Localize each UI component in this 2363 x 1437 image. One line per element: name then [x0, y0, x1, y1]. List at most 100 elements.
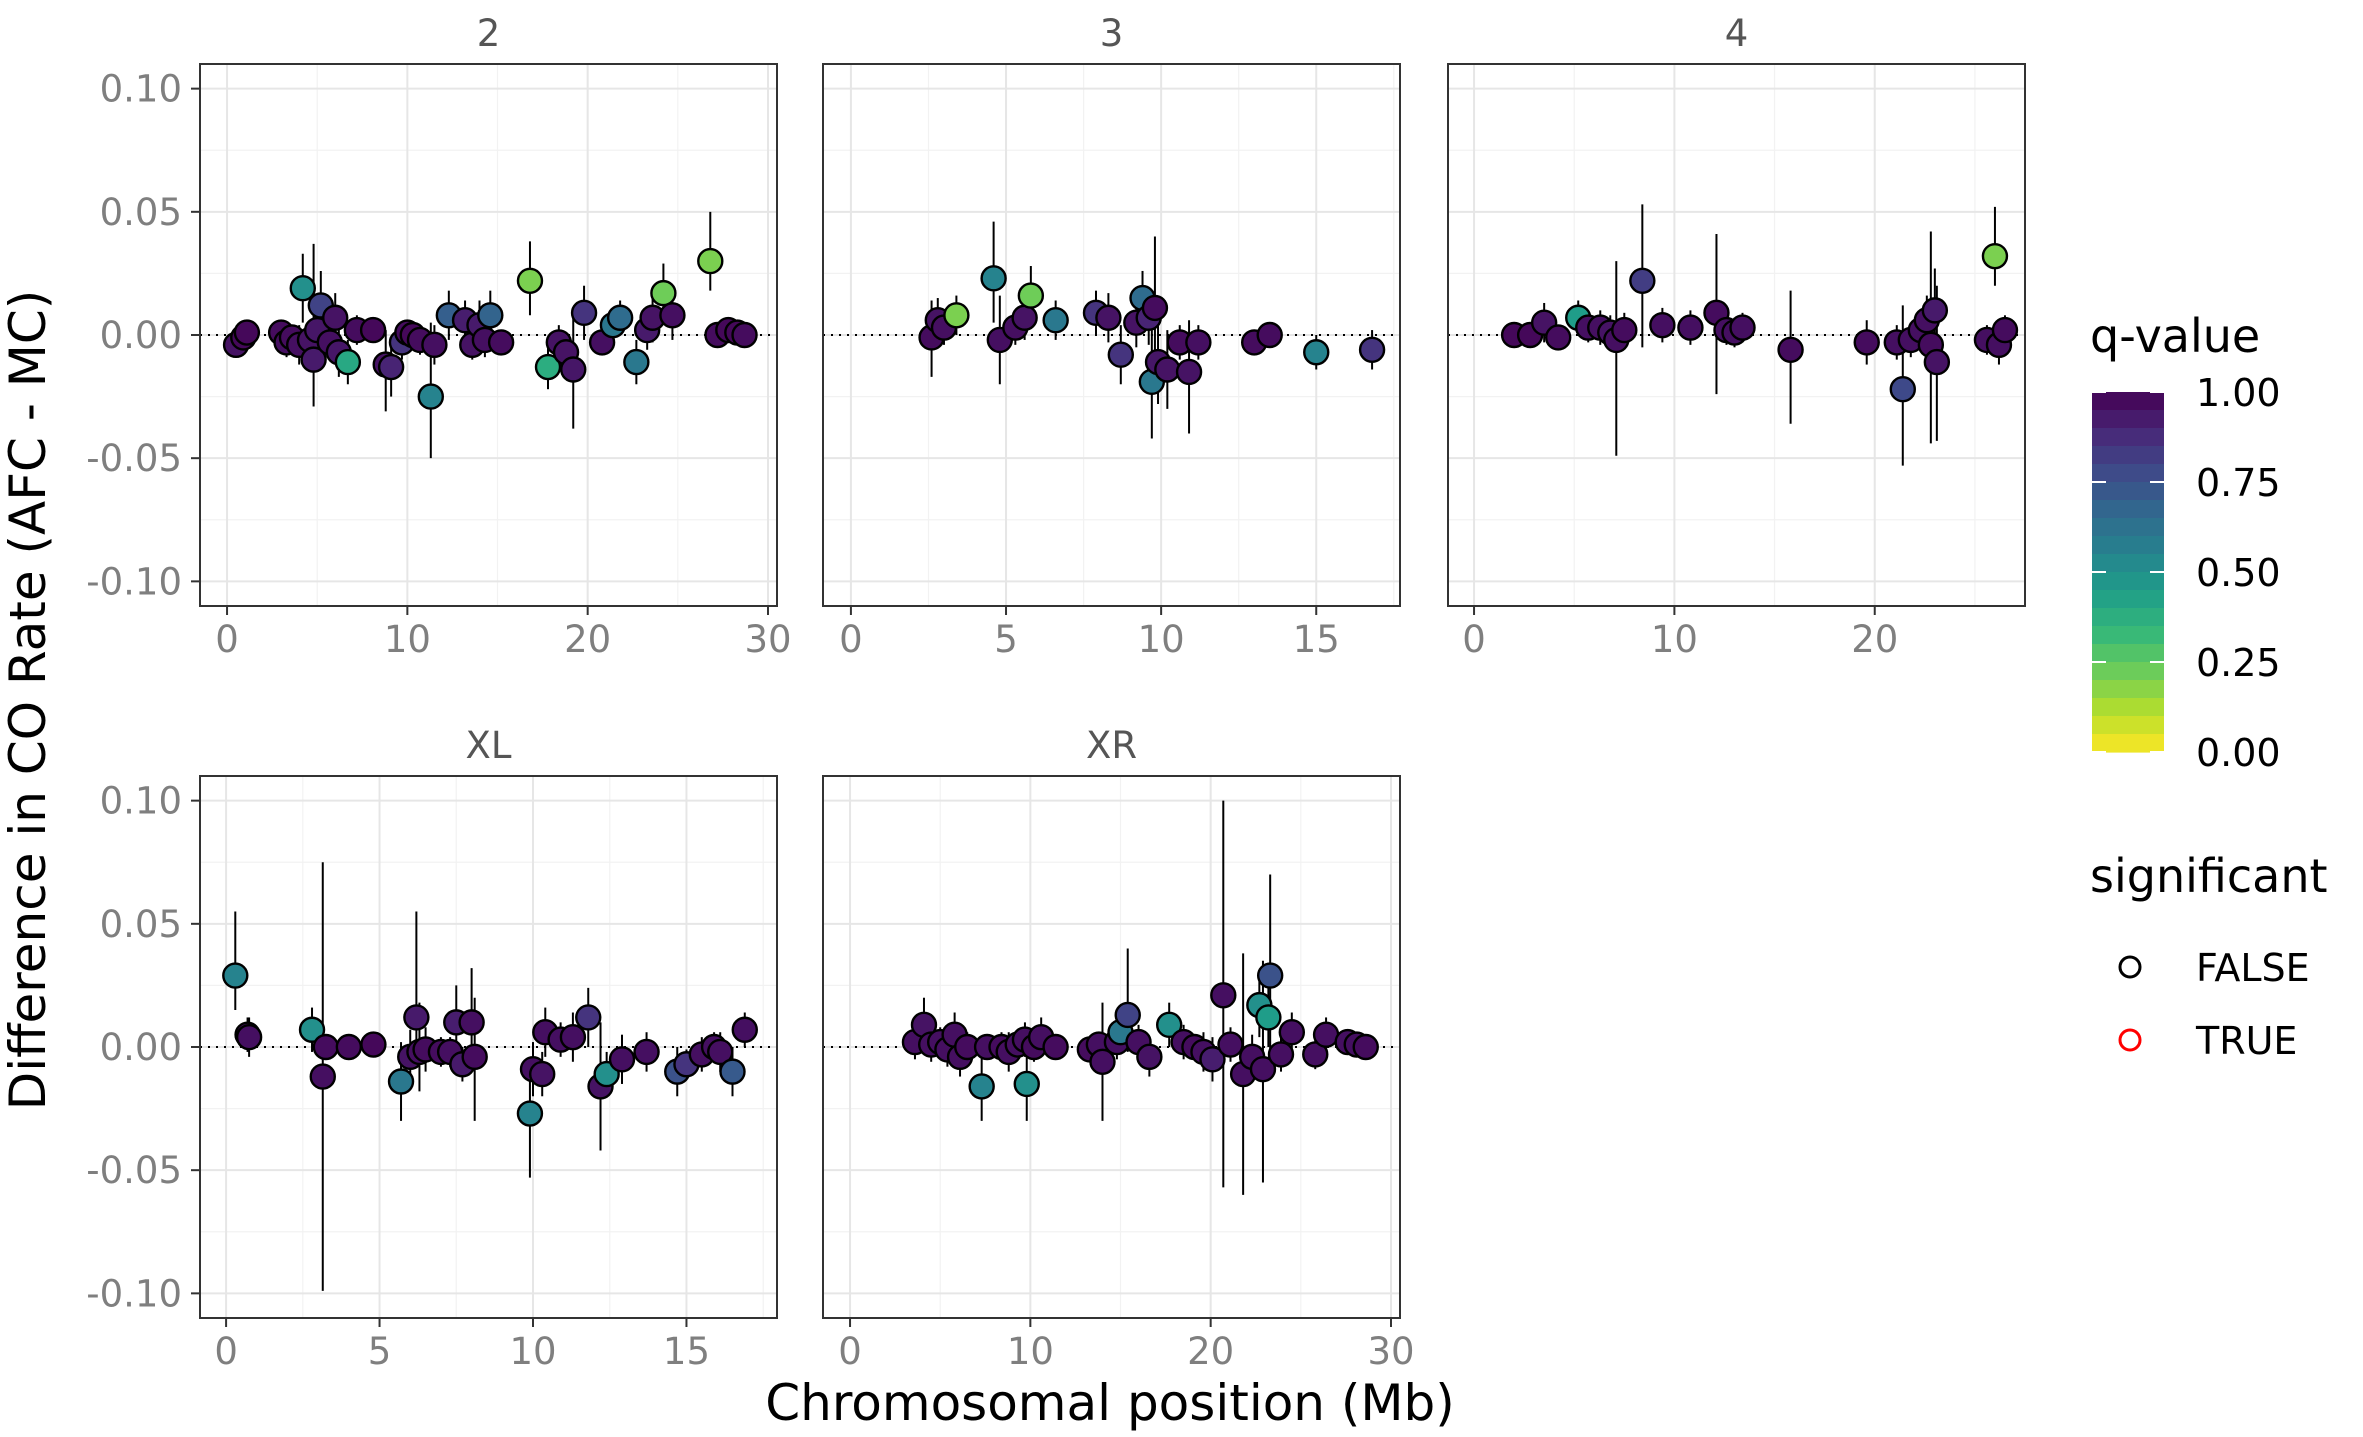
- x-tick-label: 10: [1138, 618, 1185, 661]
- data-point: [1303, 339, 1330, 366]
- data-point: [1210, 982, 1237, 1009]
- colorbar-segment: [2092, 500, 2164, 519]
- data-point: [1267, 1041, 1295, 1068]
- data-point: [461, 1043, 488, 1071]
- x-tick-label: 20: [1851, 618, 1898, 661]
- legend: q-value 1.00 0.75 0.50 0.25 0.00 significant…: [2090, 309, 2328, 1063]
- colorbar-segment: [2092, 428, 2164, 447]
- colorbar-segment: [2092, 626, 2164, 645]
- data-point: [1136, 1043, 1163, 1071]
- panel-title: 3: [1100, 12, 1124, 55]
- data-point: [633, 1038, 660, 1066]
- data-point: [1677, 314, 1704, 341]
- panel-xr: XR 0 10 20 30: [822, 724, 1415, 1373]
- data-point: [570, 299, 598, 327]
- data-point: [1312, 1021, 1340, 1048]
- legend-key-false: [2118, 955, 2142, 979]
- data-point: [623, 348, 650, 376]
- data-point: [943, 302, 970, 329]
- y-tick-label: 0.00: [100, 314, 182, 357]
- data-point: [1352, 1033, 1379, 1061]
- colorbar-segment: [2092, 608, 2164, 627]
- colorbar-segment: [2092, 518, 2164, 537]
- panel-xl: XL 0 5 10 15 -0.10 -0.05 0.00 0.05 0.10: [86, 724, 778, 1373]
- data-point: [1358, 336, 1386, 363]
- data-point: [377, 353, 405, 381]
- legend-key-true: [2118, 1028, 2142, 1052]
- data-point: [1991, 316, 2019, 344]
- data-point: [608, 1046, 636, 1073]
- panel-title: 2: [477, 12, 501, 55]
- x-tick-label: 5: [368, 1330, 392, 1373]
- colorbar-segment: [2092, 392, 2164, 411]
- data-point: [487, 329, 515, 356]
- colorbar-segment: [2092, 410, 2164, 429]
- data-point: [1175, 358, 1203, 386]
- y-tick-label: 0.05: [100, 191, 182, 234]
- data-point: [1278, 1019, 1306, 1046]
- data-point: [458, 1009, 485, 1036]
- x-tick-label: 20: [1187, 1330, 1234, 1373]
- colorbar-segment: [2092, 464, 2164, 483]
- colorbar-label: 0.50: [2196, 551, 2281, 595]
- data-point: [731, 321, 758, 349]
- data-point: [719, 1058, 746, 1085]
- colorbar-segment: [2092, 590, 2164, 609]
- legend-label-true: TRUE: [2195, 1019, 2297, 1063]
- data-point: [1923, 348, 1951, 376]
- data-point: [1889, 376, 1916, 403]
- x-tick-label: 10: [1651, 618, 1698, 661]
- data-point: [968, 1073, 995, 1100]
- data-point: [222, 962, 249, 989]
- data-point: [606, 304, 634, 331]
- data-point: [300, 346, 327, 373]
- data-point: [516, 267, 544, 294]
- colorbar-segment: [2092, 698, 2164, 717]
- data-point: [1249, 1055, 1277, 1083]
- data-point: [1217, 1031, 1244, 1058]
- data-point: [1011, 304, 1038, 331]
- colorbar-segment: [2092, 734, 2164, 753]
- colorbar-segment: [2092, 554, 2164, 573]
- data-point: [697, 247, 724, 275]
- x-tick-label: 30: [1367, 1330, 1414, 1373]
- panel-3: 3 0 5 10 15: [822, 12, 1401, 661]
- colorbar-label: 0.75: [2196, 461, 2281, 505]
- y-tick-label: 0.10: [100, 780, 182, 823]
- data-point: [1095, 304, 1122, 331]
- legend-label-false: FALSE: [2196, 946, 2310, 990]
- colorbar-segment: [2092, 680, 2164, 699]
- data-point: [1649, 311, 1676, 339]
- data-point: [1981, 242, 2009, 270]
- x-tick-label: 0: [215, 618, 239, 661]
- data-point: [1921, 297, 1949, 324]
- panel-border: [822, 63, 1401, 607]
- data-point: [1729, 314, 1756, 341]
- y-tick-label: -0.10: [86, 1272, 182, 1315]
- shape-legend-entries: FALSE TRUE: [2118, 946, 2310, 1063]
- data-point: [1141, 294, 1169, 322]
- data-point: [1255, 1004, 1282, 1031]
- data-point: [421, 331, 448, 359]
- data-point: [650, 279, 677, 307]
- data-point: [731, 1016, 758, 1043]
- data-point: [233, 319, 261, 346]
- data-point: [387, 1068, 415, 1095]
- panel-title: 4: [1725, 12, 1749, 55]
- panel-4: 4 0 10 20: [1447, 12, 2026, 661]
- data-point: [1107, 341, 1135, 368]
- x-tick-label: 15: [1293, 618, 1340, 661]
- data-point: [559, 1023, 587, 1051]
- color-legend-title: q-value: [2090, 309, 2260, 363]
- x-axis-title: Chromosomal position (Mb): [765, 1374, 1455, 1432]
- colorbar-label: 1.00: [2196, 371, 2281, 415]
- colorbar-label: 0.00: [2196, 731, 2281, 775]
- data-point: [477, 302, 504, 329]
- data-point: [298, 1016, 326, 1043]
- data-point: [235, 1023, 263, 1051]
- x-tick-label: 5: [994, 618, 1018, 661]
- colorbar-segment: [2092, 644, 2164, 663]
- data-point: [1611, 316, 1638, 344]
